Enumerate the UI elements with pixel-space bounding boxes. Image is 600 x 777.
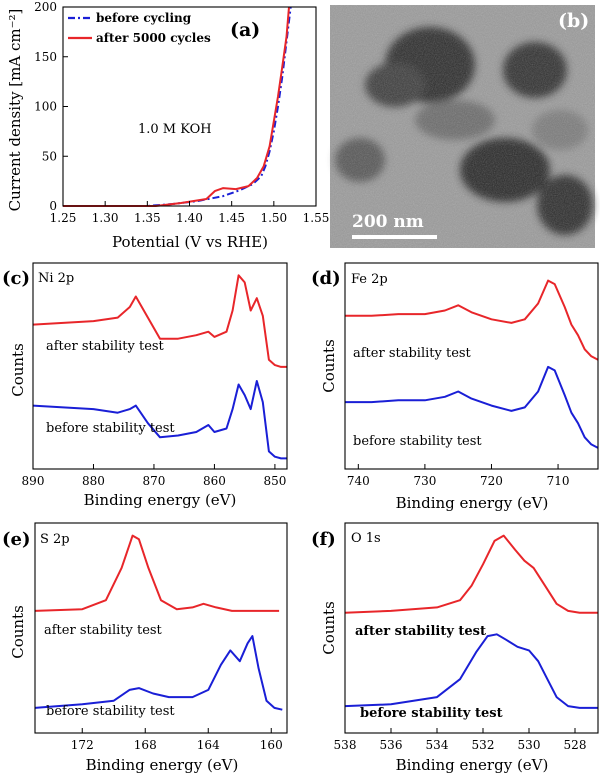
panel-c-label: (c) xyxy=(2,268,30,289)
x-tick-label: 528 xyxy=(564,738,587,752)
panel-d-before-label: before stability test xyxy=(353,434,482,449)
x-tick-label: 720 xyxy=(480,474,503,488)
panel-a-legend: before cycling after 5000 cycles xyxy=(68,11,211,45)
panel-f-after-label: after stability test xyxy=(355,624,486,639)
x-tick-label: 850 xyxy=(263,474,286,488)
panel-c-ylabel: Counts xyxy=(9,343,27,397)
panel-f-xlabel: Binding energy (eV) xyxy=(396,756,549,774)
panel-a-ylabel: Current density [mA cm⁻²] xyxy=(6,9,24,212)
y-tick-label: 100 xyxy=(34,100,57,114)
y-tick-label: 200 xyxy=(34,0,57,14)
x-tick-label: 164 xyxy=(197,738,220,752)
panel-f-series-second xyxy=(344,633,598,709)
x-tick-label: 1.50 xyxy=(260,211,287,225)
panel-d-ylabel: Counts xyxy=(320,339,338,393)
panel-e-element: S 2p xyxy=(40,532,70,547)
panel-d-label: (d) xyxy=(311,268,341,289)
panel-f-series-first xyxy=(344,534,598,614)
panel-c-series-second xyxy=(32,380,287,460)
panel-f-label: (f) xyxy=(311,529,336,550)
panel-a-annotation: 1.0 M KOH xyxy=(138,122,212,137)
panel-d-series-second xyxy=(345,365,599,449)
panel-c-series-first xyxy=(32,274,287,368)
panel-f: 538 536 534 532 530 528 (f) O 1s after stabil… xyxy=(311,522,599,774)
panel-c-before-label: before stability test xyxy=(46,421,175,436)
panel-d-after-label: after stability test xyxy=(353,346,472,361)
y-tick-label: 0 xyxy=(49,199,57,213)
x-tick-label: 870 xyxy=(142,474,165,488)
scale-bar xyxy=(352,235,437,239)
panel-c-element: Ni 2p xyxy=(38,271,74,286)
panel-f-ticks: 538 536 534 532 530 528 xyxy=(334,728,587,752)
panel-c: 890 880 870 860 850 (c) Ni 2p after stabilit… xyxy=(2,262,288,509)
x-tick-label: 1.30 xyxy=(92,211,119,225)
panel-c-curves xyxy=(32,274,287,460)
panel-d-element: Fe 2p xyxy=(351,272,388,287)
panel-d-ticks: 740 730 720 710 xyxy=(347,464,570,488)
panel-e-ylabel: Counts xyxy=(9,605,27,659)
panel-e-curves xyxy=(34,534,283,711)
x-tick-label: 1.45 xyxy=(218,211,245,225)
panel-a-xlabel: Potential (V vs RHE) xyxy=(112,233,268,251)
x-tick-label: 534 xyxy=(426,738,449,752)
panel-c-ticks: 890 880 870 860 850 xyxy=(22,464,286,488)
panel-a-curves xyxy=(63,6,292,207)
x-tick-label: 1.35 xyxy=(134,211,161,225)
panel-f-curves xyxy=(344,534,598,709)
panel-b: (b) 200 nm xyxy=(330,5,595,248)
panel-a-series-second xyxy=(63,6,290,207)
panel-a-ticks: 1.25 1.30 1.35 1.40 1.45 1.50 1.55 0 50 100 150 200 xyxy=(34,0,329,225)
panel-d-frame xyxy=(344,262,599,470)
panel-c-frame xyxy=(32,262,288,470)
panel-e-series-second xyxy=(34,635,283,711)
panel-e-before-label: before stability test xyxy=(46,704,175,719)
x-tick-label: 530 xyxy=(518,738,541,752)
x-tick-label: 730 xyxy=(413,474,436,488)
x-tick-label: 1.55 xyxy=(303,211,330,225)
panel-e-label: (e) xyxy=(2,529,31,550)
panel-f-before-label: before stability test xyxy=(360,706,503,721)
x-tick-label: 538 xyxy=(334,738,357,752)
x-tick-label: 880 xyxy=(82,474,105,488)
x-tick-label: 1.25 xyxy=(50,211,77,225)
y-tick-label: 150 xyxy=(34,50,57,64)
panel-e-ticks: 172 168 164 160 xyxy=(71,728,283,752)
legend-label-after: after 5000 cycles xyxy=(96,31,211,45)
x-tick-label: 536 xyxy=(380,738,403,752)
panel-f-ylabel: Counts xyxy=(320,601,338,655)
panel-c-after-label: after stability test xyxy=(46,339,165,354)
x-tick-label: 532 xyxy=(472,738,495,752)
x-tick-label: 160 xyxy=(260,738,283,752)
x-tick-label: 1.40 xyxy=(176,211,203,225)
panel-d-curves xyxy=(345,279,599,449)
panel-d-series-first xyxy=(345,279,599,361)
legend-label-before: before cycling xyxy=(96,11,192,25)
panel-a-series-first xyxy=(63,6,292,207)
x-tick-label: 710 xyxy=(547,474,570,488)
x-tick-label: 172 xyxy=(71,738,94,752)
panel-a-label: (a) xyxy=(230,19,260,41)
y-tick-label: 50 xyxy=(42,149,57,163)
panel-c-xlabel: Binding energy (eV) xyxy=(84,491,237,509)
panel-e-after-label: after stability test xyxy=(44,623,163,638)
x-tick-label: 740 xyxy=(347,474,370,488)
panel-e: 172 168 164 160 (e) S 2p after stability te… xyxy=(2,522,288,774)
panel-f-element: O 1s xyxy=(351,531,381,546)
panel-d-xlabel: Binding energy (eV) xyxy=(396,494,549,512)
x-tick-label: 168 xyxy=(134,738,157,752)
scale-bar-label: 200 nm xyxy=(352,212,424,232)
panel-a: 1.25 1.30 1.35 1.40 1.45 1.50 1.55 0 50 100 150 200… xyxy=(6,0,329,251)
x-tick-label: 890 xyxy=(22,474,45,488)
panel-d: 740 730 720 710 (d) Fe 2p after stability t… xyxy=(311,262,599,512)
panel-b-label: (b) xyxy=(558,10,589,32)
panel-f-frame xyxy=(344,522,599,734)
x-tick-label: 860 xyxy=(203,474,226,488)
panel-e-frame xyxy=(34,522,288,734)
tem-image-noise xyxy=(330,5,595,248)
panel-e-xlabel: Binding energy (eV) xyxy=(86,756,239,774)
panel-e-series-first xyxy=(34,534,280,612)
